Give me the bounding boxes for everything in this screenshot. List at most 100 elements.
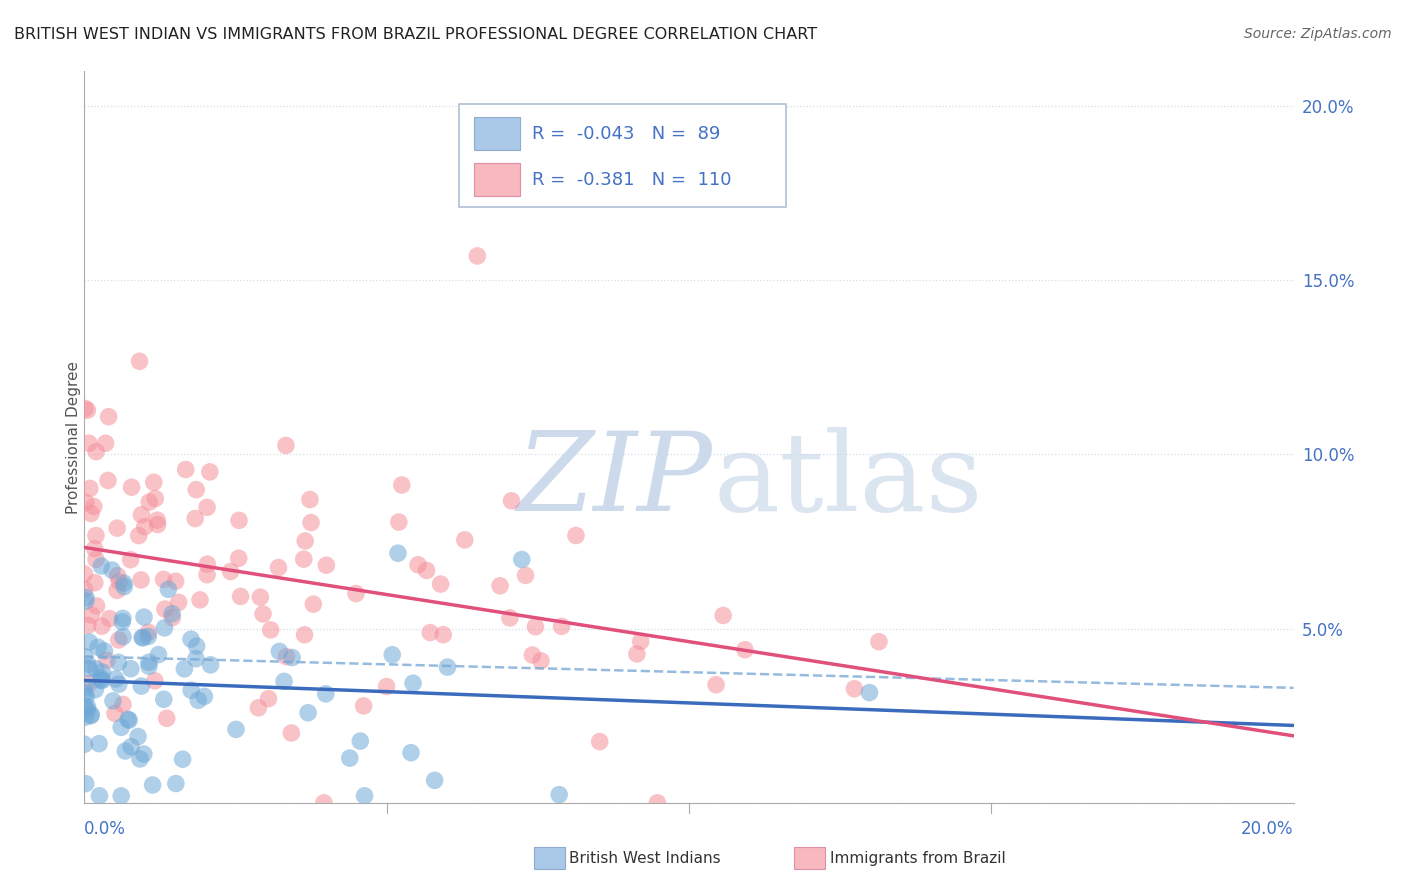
Point	[73, 582, 96, 597]
Point	[269, 644, 291, 658]
Point	[101, 563, 124, 577]
Point	[132, 747, 155, 761]
Point	[174, 462, 197, 476]
Point	[302, 597, 325, 611]
Point	[467, 249, 489, 263]
Point	[501, 493, 523, 508]
Point	[257, 691, 280, 706]
Point	[90, 671, 112, 685]
Point	[79, 482, 101, 496]
Point	[77, 436, 100, 450]
Point	[299, 516, 322, 530]
Point	[167, 595, 190, 609]
Point	[294, 628, 316, 642]
Text: 20.0%: 20.0%	[1241, 821, 1294, 838]
Point	[75, 591, 97, 605]
Point	[87, 640, 110, 655]
Point	[180, 632, 202, 647]
Point	[162, 610, 184, 624]
Point	[391, 478, 413, 492]
Point	[108, 677, 131, 691]
Point	[704, 678, 727, 692]
Point	[84, 528, 107, 542]
Point	[274, 438, 297, 452]
FancyBboxPatch shape	[474, 163, 520, 195]
Point	[375, 680, 398, 694]
Point	[344, 586, 367, 600]
Point	[138, 655, 160, 669]
Point	[118, 713, 141, 727]
Point	[75, 401, 97, 416]
Point	[138, 625, 160, 640]
Point	[101, 694, 124, 708]
Point	[131, 630, 153, 644]
Text: Source: ZipAtlas.com: Source: ZipAtlas.com	[1244, 27, 1392, 41]
Point	[148, 648, 170, 662]
Point	[219, 565, 242, 579]
Point	[73, 699, 96, 714]
Text: 0.0%: 0.0%	[84, 821, 127, 838]
Point	[127, 730, 149, 744]
Point	[75, 594, 97, 608]
Point	[165, 574, 187, 589]
Point	[107, 568, 129, 582]
Point	[184, 511, 207, 525]
Point	[349, 734, 371, 748]
Point	[97, 409, 120, 424]
Point	[143, 673, 166, 688]
Point	[844, 681, 866, 696]
Point	[120, 552, 142, 566]
Point	[297, 706, 319, 720]
Point	[128, 354, 150, 368]
Point	[90, 673, 112, 687]
Point	[80, 507, 103, 521]
Point	[112, 630, 135, 644]
Point	[530, 654, 553, 668]
Point	[280, 726, 302, 740]
Point	[200, 657, 222, 672]
Point	[80, 608, 103, 623]
Point	[112, 576, 135, 591]
Point	[80, 707, 103, 722]
Point	[84, 552, 107, 566]
Point	[292, 552, 315, 566]
Point	[98, 611, 121, 625]
Point	[180, 683, 202, 698]
Point	[93, 644, 115, 658]
Point	[454, 533, 477, 547]
Point	[225, 723, 247, 737]
Point	[77, 618, 100, 632]
Point	[94, 436, 117, 450]
Point	[281, 650, 304, 665]
Point	[83, 541, 105, 556]
Point	[129, 573, 152, 587]
Point	[114, 744, 136, 758]
Point	[499, 611, 522, 625]
Point	[626, 647, 648, 661]
Point	[548, 788, 571, 802]
Point	[228, 513, 250, 527]
FancyBboxPatch shape	[474, 117, 520, 150]
Point	[129, 752, 152, 766]
Point	[160, 607, 183, 621]
Point	[228, 551, 250, 566]
Point	[112, 580, 135, 594]
Point	[387, 546, 409, 560]
Point	[86, 599, 108, 613]
Point	[138, 659, 160, 673]
Text: ZIP: ZIP	[517, 427, 713, 534]
Point	[132, 610, 155, 624]
Point	[273, 674, 295, 689]
Text: atlas: atlas	[713, 427, 983, 534]
Point	[77, 657, 100, 672]
FancyBboxPatch shape	[460, 104, 786, 207]
Point	[73, 737, 96, 751]
Point	[75, 776, 97, 790]
Point	[110, 789, 132, 803]
Point	[73, 566, 96, 581]
Point	[76, 403, 98, 417]
Point	[156, 711, 179, 725]
Point	[128, 528, 150, 542]
Point	[858, 685, 880, 699]
Text: Immigrants from Brazil: Immigrants from Brazil	[830, 851, 1005, 865]
